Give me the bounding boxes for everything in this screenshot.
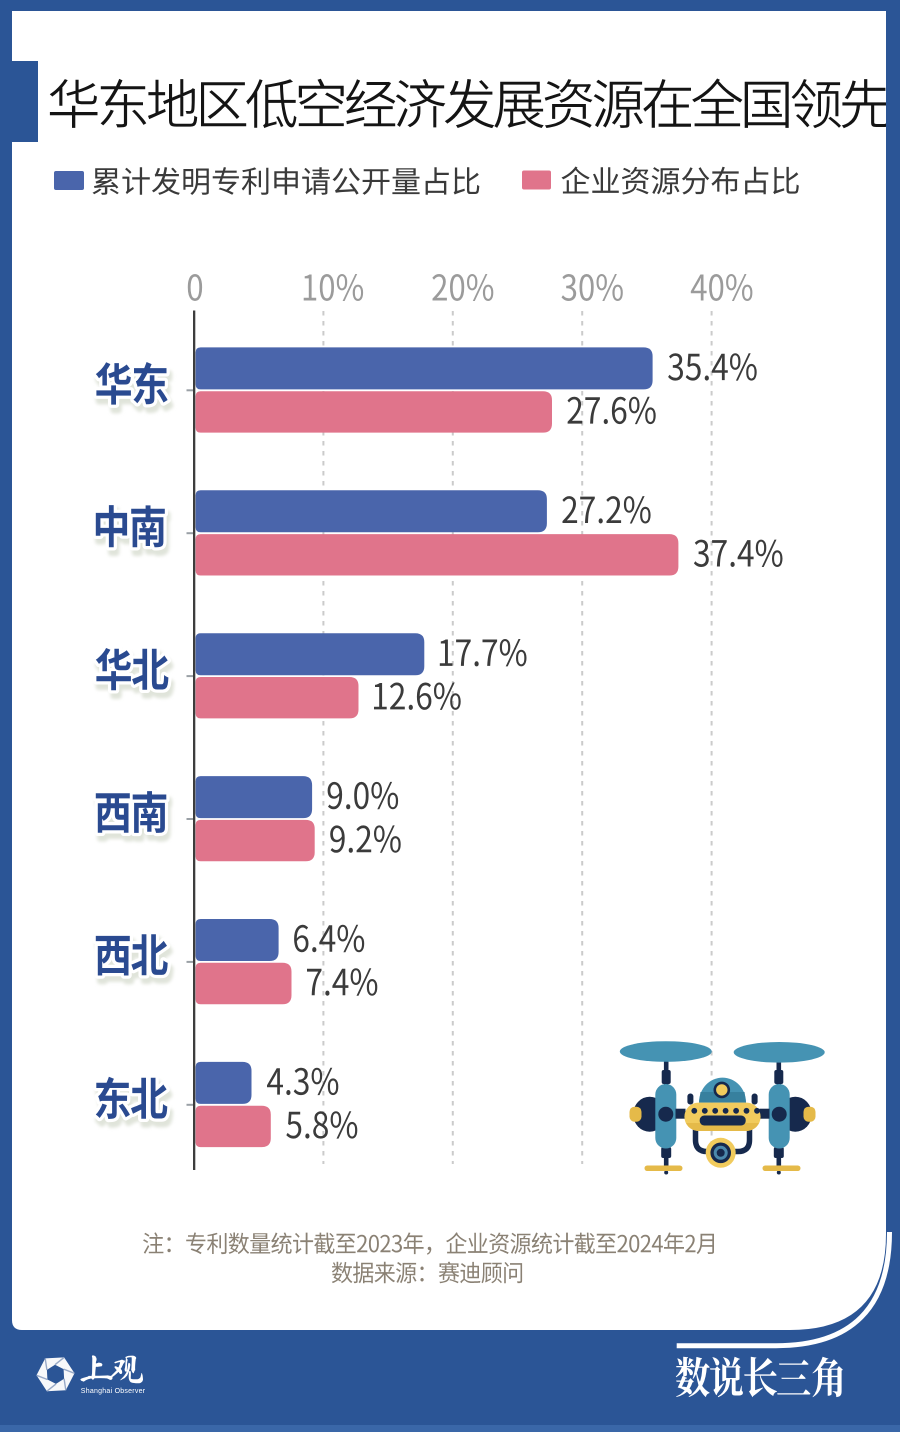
svg-text:Shanghai Observer: Shanghai Observer xyxy=(81,1388,146,1395)
